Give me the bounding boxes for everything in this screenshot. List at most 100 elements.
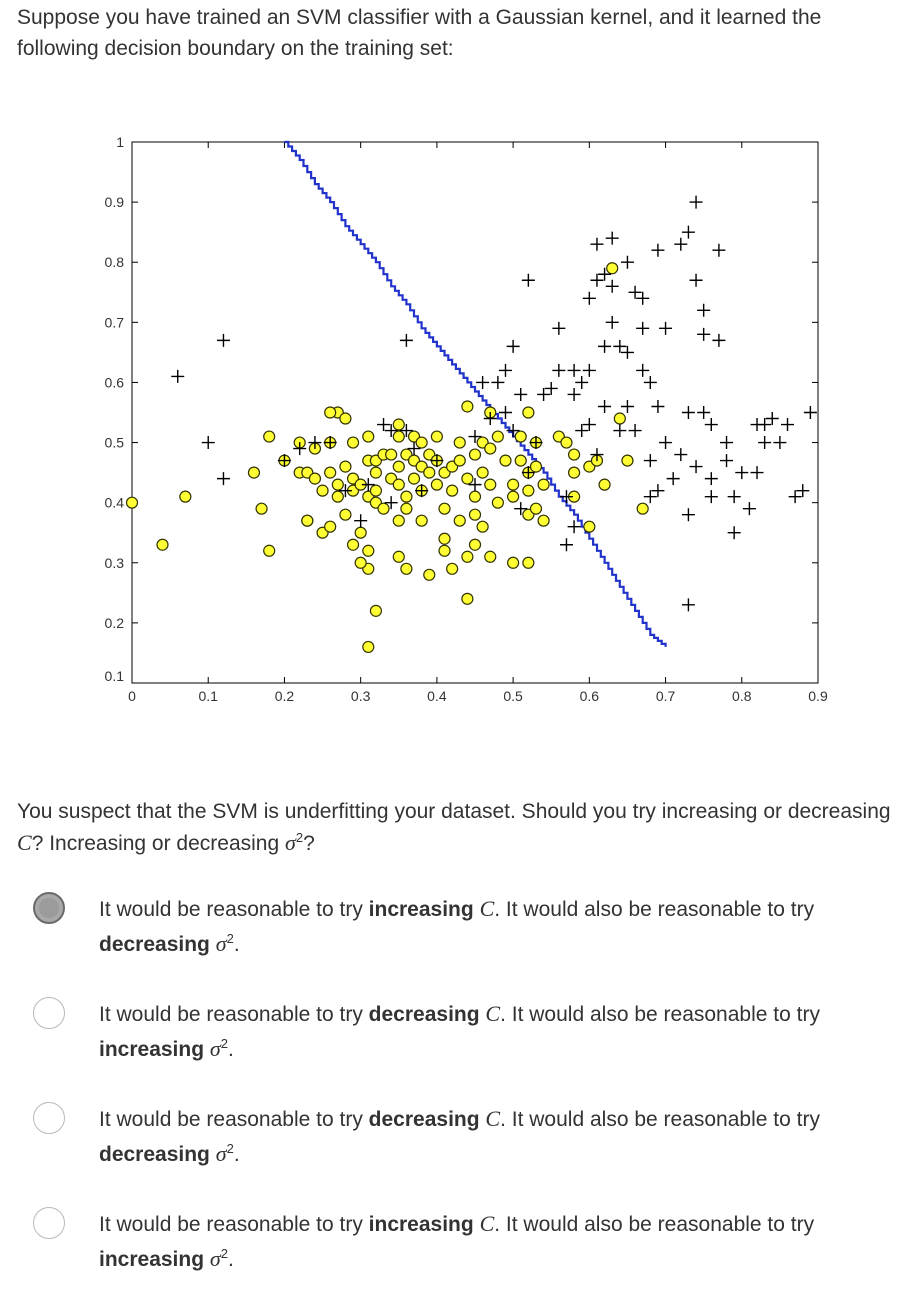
data-point-positive (643, 375, 657, 389)
data-point-negative (567, 466, 581, 479)
data-point-negative (446, 484, 459, 497)
data-point-positive (567, 363, 581, 377)
data-point-negative (453, 454, 466, 467)
data-point-positive (659, 321, 673, 335)
option-text: . It would also be reasonable to try (500, 1108, 820, 1131)
data-point-positive (742, 502, 756, 516)
y-tick-label: 0.5 (105, 435, 125, 451)
data-point-negative (453, 514, 466, 527)
question-intro: Suppose you have trained an SVM classifi… (17, 6, 822, 60)
option-text: It would be reasonable to try (99, 1003, 369, 1026)
y-tick-label: 0.3 (105, 555, 125, 571)
data-point-positive (544, 381, 558, 395)
y-tick-label: 0.2 (105, 615, 125, 631)
option-2[interactable]: It would be reasonable to try decreasing… (0, 993, 922, 1073)
c-symbol: C (485, 1106, 501, 1131)
data-point-positive (293, 442, 307, 456)
data-point-negative (613, 412, 626, 425)
data-point-positive (407, 442, 421, 456)
option-4[interactable]: It would be reasonable to try increasing… (0, 1203, 922, 1283)
option-text: It would be reasonable to try (99, 898, 369, 921)
option-1[interactable]: It would be reasonable to try increasing… (0, 888, 922, 968)
data-point-negative (491, 430, 504, 443)
data-point-positive (552, 363, 566, 377)
x-tick-label: 0.1 (198, 688, 218, 704)
radio-button-selected[interactable] (33, 892, 65, 924)
data-point-positive (506, 339, 520, 353)
data-point-positive (628, 424, 642, 438)
data-point-positive (399, 424, 413, 438)
x-tick-label: 0.8 (732, 688, 752, 704)
option-bold: increasing (368, 1213, 474, 1236)
data-point-positive (468, 478, 482, 492)
data-point-positive (620, 399, 634, 413)
radio-button[interactable] (33, 1102, 65, 1134)
data-point-negative (255, 502, 268, 515)
data-point-negative (362, 544, 375, 557)
option-text: . (233, 1143, 240, 1166)
option-text: . (227, 1038, 234, 1061)
data-point-positive (384, 424, 398, 438)
data-point-positive (781, 418, 795, 432)
data-point-negative (301, 514, 314, 527)
data-point-negative (339, 412, 352, 425)
data-point-positive (171, 369, 185, 383)
option-bold: decreasing (368, 1108, 480, 1131)
data-point-positive (476, 375, 490, 389)
data-point-negative (461, 400, 474, 413)
y-tick-label: 0.4 (105, 495, 125, 511)
data-point-negative (468, 490, 482, 503)
option-1-text: It would be reasonable to try increasing… (99, 892, 914, 962)
x-tick-label: 0.9 (808, 688, 828, 704)
data-point-negative (339, 460, 352, 473)
data-point-negative (514, 454, 527, 467)
data-point-positive (613, 424, 627, 438)
sigma-symbol: σ (215, 931, 227, 956)
data-point-positive (605, 315, 619, 329)
data-point-negative (369, 466, 383, 479)
data-point-negative (308, 472, 322, 485)
x-tick-label: 0.2 (275, 688, 295, 704)
data-point-negative (392, 460, 405, 473)
data-point-positive (636, 363, 650, 377)
data-point-negative (522, 406, 535, 419)
radio-button[interactable] (33, 997, 65, 1029)
data-point-positive (506, 424, 520, 438)
data-point-negative (529, 460, 543, 473)
data-point-positive (552, 321, 566, 335)
data-point-positive (216, 472, 230, 486)
option-bold: increasing (99, 1038, 205, 1061)
data-point-positive (201, 436, 215, 450)
data-point-negative (484, 478, 497, 491)
data-point-positive (415, 484, 429, 498)
data-point-negative (423, 466, 436, 479)
option-3[interactable]: It would be reasonable to try decreasing… (0, 1098, 922, 1178)
data-point-positive (399, 333, 413, 347)
data-point-negative (324, 466, 337, 479)
data-point-positive (704, 472, 718, 486)
sigma-exponent: 2 (220, 1246, 228, 1261)
data-point-positive (514, 502, 528, 516)
scatter-chart: 0 0.1 0.2 0.3 0.4 0.5 0.6 0.7 0.8 0.90.10.20.30.4… (105, 134, 828, 704)
data-point-positive (796, 484, 810, 498)
data-point-positive (498, 363, 512, 377)
option-text: . It would also be reasonable to try (500, 1003, 820, 1026)
data-point-negative (354, 556, 367, 569)
option-text: . (227, 1248, 234, 1271)
data-point-positive (727, 490, 741, 504)
data-point-negative (156, 538, 169, 551)
data-point-negative (522, 556, 535, 569)
decision-boundary-plot: 0 0.1 0.2 0.3 0.4 0.5 0.6 0.7 0.8 0.9 0.1 0.2 0.3 0.4… (0, 120, 922, 720)
data-point-positive (727, 526, 741, 540)
data-point-negative (377, 502, 390, 515)
data-point-positive (704, 418, 718, 432)
data-point-positive (681, 598, 695, 612)
prompt-text-1: You suspect that the SVM is underfitting… (17, 800, 891, 823)
data-point-positive (559, 490, 573, 504)
radio-button[interactable] (33, 1207, 65, 1239)
data-point-negative (369, 484, 383, 497)
data-point-negative (636, 502, 649, 515)
data-point-positive (590, 273, 604, 287)
data-point-positive (582, 363, 596, 377)
data-point-negative (507, 478, 520, 491)
